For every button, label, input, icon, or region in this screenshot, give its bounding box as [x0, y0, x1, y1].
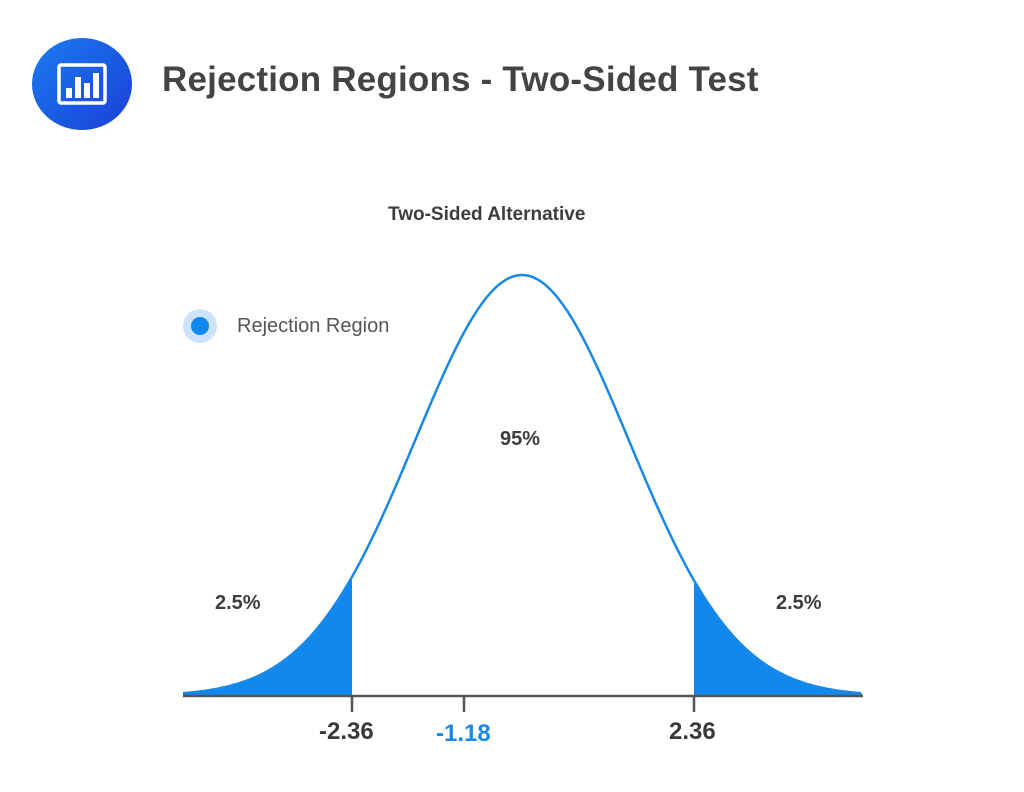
right-rejection-region: [694, 580, 862, 696]
bar-chart-icon: [32, 38, 132, 130]
tick-label-left: -2.36: [319, 718, 374, 745]
tick-label-right: 2.36: [669, 718, 716, 745]
left-area-label: 2.5%: [215, 592, 261, 614]
legend-label: Rejection Region: [237, 314, 390, 337]
normal-curve: [182, 273, 862, 695]
right-area-label: 2.5%: [776, 592, 822, 614]
chart-legend: Rejection Region: [183, 309, 389, 343]
page-title: Rejection Regions - Two-Sided Test: [162, 60, 759, 99]
center-area-label: 95%: [500, 428, 541, 450]
left-rejection-region: [183, 576, 352, 696]
tick-label-mid: -1.18: [436, 720, 491, 747]
legend-marker-icon: [183, 309, 217, 343]
chart-title: Two-Sided Alternative: [388, 204, 586, 225]
